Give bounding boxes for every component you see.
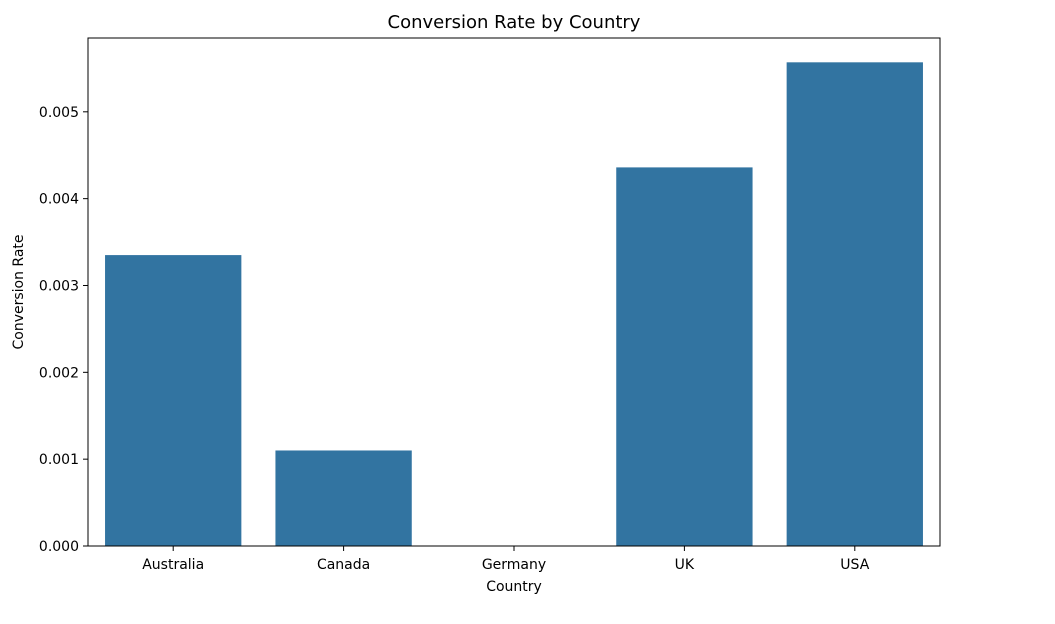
y-tick-label: 0.000 — [39, 539, 79, 555]
x-tick-label: UK — [675, 557, 695, 573]
x-axis-ticks: Australia Canada Germany UK USA — [142, 546, 870, 573]
x-tick-label: Canada — [317, 557, 370, 573]
plot-frame — [87, 37, 941, 547]
bar-uk — [616, 167, 753, 546]
y-tick-label: 0.002 — [39, 365, 79, 381]
bar-canada — [275, 450, 412, 546]
bar-australia — [105, 255, 242, 547]
x-tick-label: USA — [840, 557, 869, 573]
x-tick-label: Australia — [142, 557, 204, 573]
y-tick-label: 0.004 — [39, 192, 79, 208]
bar-usa — [786, 62, 923, 547]
y-axis-ticks: 0.000 0.001 0.002 0.003 0.004 0.005 — [39, 105, 88, 555]
y-axis-label: Conversion Rate — [11, 234, 27, 349]
x-axis-label: Country — [486, 579, 542, 595]
y-tick-label: 0.003 — [39, 278, 79, 294]
bars-group — [105, 62, 923, 547]
y-tick-label: 0.001 — [39, 452, 79, 468]
x-tick-label: Germany — [482, 557, 546, 573]
chart-title: Conversion Rate by Country — [388, 12, 641, 33]
y-tick-label: 0.005 — [39, 105, 79, 121]
